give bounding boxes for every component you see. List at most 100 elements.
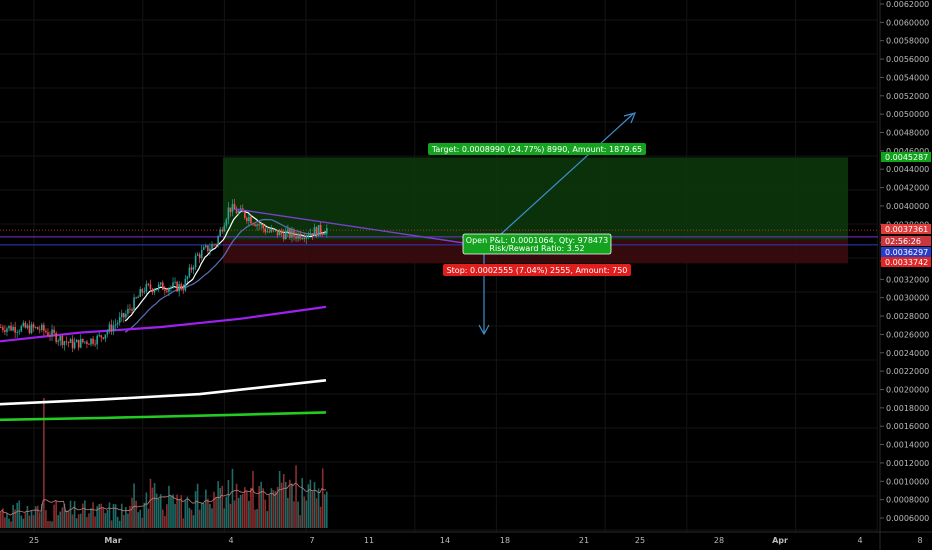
candle-body	[315, 227, 318, 237]
volume-bar	[239, 494, 242, 528]
volume-bar	[182, 518, 185, 528]
candle-body	[313, 227, 316, 236]
candle-body	[268, 231, 271, 233]
candle-body	[65, 341, 68, 343]
price-badge	[881, 247, 931, 257]
candle-body	[168, 288, 170, 292]
candle-body	[71, 339, 74, 349]
candle-body	[287, 229, 289, 232]
volume-bar	[282, 473, 285, 528]
volume-bar	[59, 511, 62, 528]
volume-bar	[221, 485, 224, 528]
volume-bar	[264, 499, 267, 528]
volume-bar	[231, 468, 234, 528]
volume-bar	[241, 494, 244, 528]
candle-body	[307, 235, 310, 237]
volume-bar	[110, 520, 113, 528]
time-axis[interactable]: 25 Mar 4 7 11 14 18 21 25 28 Apr 4 8	[0, 531, 932, 545]
candle-body	[202, 247, 205, 250]
volume-bar	[188, 507, 191, 528]
candle-body	[0, 327, 2, 328]
volume-bar	[63, 503, 66, 528]
price-tick-label: 0.0040000	[886, 202, 929, 211]
volume-bar	[18, 500, 21, 528]
volume-bar	[229, 503, 232, 528]
candle-body	[215, 244, 217, 246]
candle-body	[12, 326, 14, 331]
candle-body	[235, 209, 238, 214]
candle-body	[301, 238, 303, 240]
volume-bar	[84, 500, 86, 528]
candle-body	[18, 331, 21, 333]
price-tick-label: 0.0056000	[886, 55, 929, 64]
candle-body	[30, 324, 33, 334]
ma-purple	[0, 305, 327, 343]
price-tick-label: 0.0018000	[886, 404, 929, 413]
price-tick-label: 0.0022000	[886, 367, 929, 376]
volume-bar	[51, 521, 53, 528]
time-tick-label: Apr	[772, 536, 788, 545]
volume-bar	[65, 510, 68, 528]
time-tick-label: 14	[440, 536, 450, 545]
candle-body	[98, 335, 101, 336]
price-tick-label: 0.0012000	[886, 459, 929, 468]
drawings[interactable]	[234, 112, 637, 336]
price-badge-label: 0.0036297	[885, 248, 928, 257]
volume-bar	[280, 482, 283, 528]
volume-bar	[98, 503, 101, 528]
target-zone[interactable]	[223, 157, 848, 240]
candle-body	[69, 339, 72, 343]
volume-bar	[104, 513, 107, 528]
stop-label-box	[443, 264, 631, 276]
volume-bar	[69, 500, 72, 528]
arrow-up-line[interactable]	[499, 113, 634, 236]
volume-bar	[143, 502, 146, 528]
volume-bar	[159, 494, 162, 528]
price-badge-label: 02:56:26	[885, 237, 921, 246]
candle-body	[43, 324, 45, 331]
price-tick-label: 0.0008000	[886, 496, 929, 505]
candle-body	[278, 230, 281, 236]
volume-bar	[14, 509, 16, 528]
candle-body	[41, 324, 43, 330]
volume-bar	[250, 487, 252, 528]
price-badge	[881, 152, 931, 162]
price-tick-label: 0.0020000	[886, 386, 929, 395]
volume-bar	[26, 505, 29, 528]
price-tick-label: 0.0006000	[886, 514, 929, 523]
candle-body	[79, 338, 82, 348]
candle-body	[67, 342, 70, 343]
volume-bar	[184, 500, 187, 528]
volume-bar	[309, 479, 312, 528]
candle-body	[284, 231, 287, 240]
price-tick-label: 0.0052000	[886, 92, 929, 101]
price-tick-label: 0.0026000	[886, 330, 929, 339]
volume-bar	[100, 503, 103, 528]
candle-body	[276, 229, 279, 236]
candle-body	[309, 233, 312, 236]
candle-body	[270, 229, 273, 232]
volume-bar	[0, 512, 2, 528]
volume-bar	[293, 501, 295, 528]
volume-bar	[41, 503, 43, 528]
volume-bar	[166, 504, 168, 528]
volume-bar	[321, 468, 324, 528]
volume-bar	[215, 496, 217, 528]
volume-bar	[116, 516, 119, 528]
candle-body	[170, 286, 172, 289]
volume-bar	[200, 502, 203, 528]
candle-body	[143, 291, 146, 293]
volume-bar	[178, 499, 180, 528]
candle-body	[123, 313, 125, 318]
candle-body	[237, 210, 240, 214]
volume-bar	[135, 500, 137, 528]
volume-bar	[227, 480, 230, 528]
candle-body	[254, 224, 256, 227]
volume-bar	[303, 496, 306, 528]
candle-body	[178, 284, 180, 292]
candle-body	[77, 339, 80, 348]
volume-bar	[90, 508, 92, 528]
candle-body	[49, 335, 51, 337]
trend-line[interactable]	[234, 208, 465, 244]
